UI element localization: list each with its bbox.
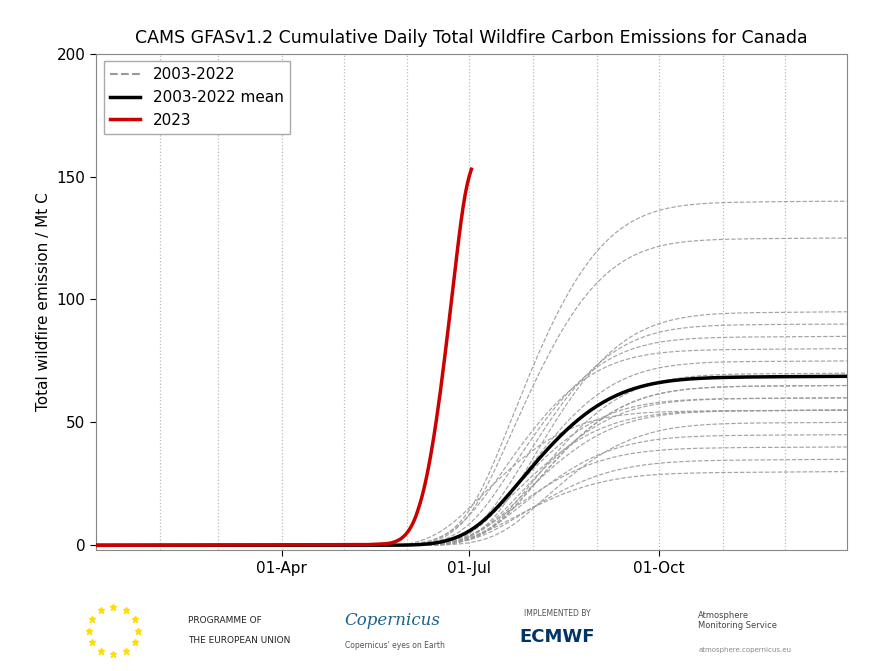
Text: Copernicus: Copernicus: [345, 612, 441, 629]
Text: Copernicus' eyes on Earth: Copernicus' eyes on Earth: [345, 641, 444, 650]
Text: THE EUROPEAN UNION: THE EUROPEAN UNION: [188, 636, 290, 646]
Y-axis label: Total wildfire emission / Mt C: Total wildfire emission / Mt C: [36, 193, 52, 411]
Text: atmosphere.copernicus.eu: atmosphere.copernicus.eu: [698, 647, 792, 652]
Text: IMPLEMENTED BY: IMPLEMENTED BY: [524, 609, 590, 619]
Text: ECMWF: ECMWF: [519, 629, 595, 646]
Legend: 2003-2022, 2003-2022 mean, 2023: 2003-2022, 2003-2022 mean, 2023: [104, 61, 290, 134]
Text: PROGRAMME OF: PROGRAMME OF: [188, 616, 261, 625]
Text: Atmosphere
Monitoring Service: Atmosphere Monitoring Service: [698, 611, 777, 630]
Title: CAMS GFASv1.2 Cumulative Daily Total Wildfire Carbon Emissions for Canada: CAMS GFASv1.2 Cumulative Daily Total Wil…: [135, 29, 808, 46]
